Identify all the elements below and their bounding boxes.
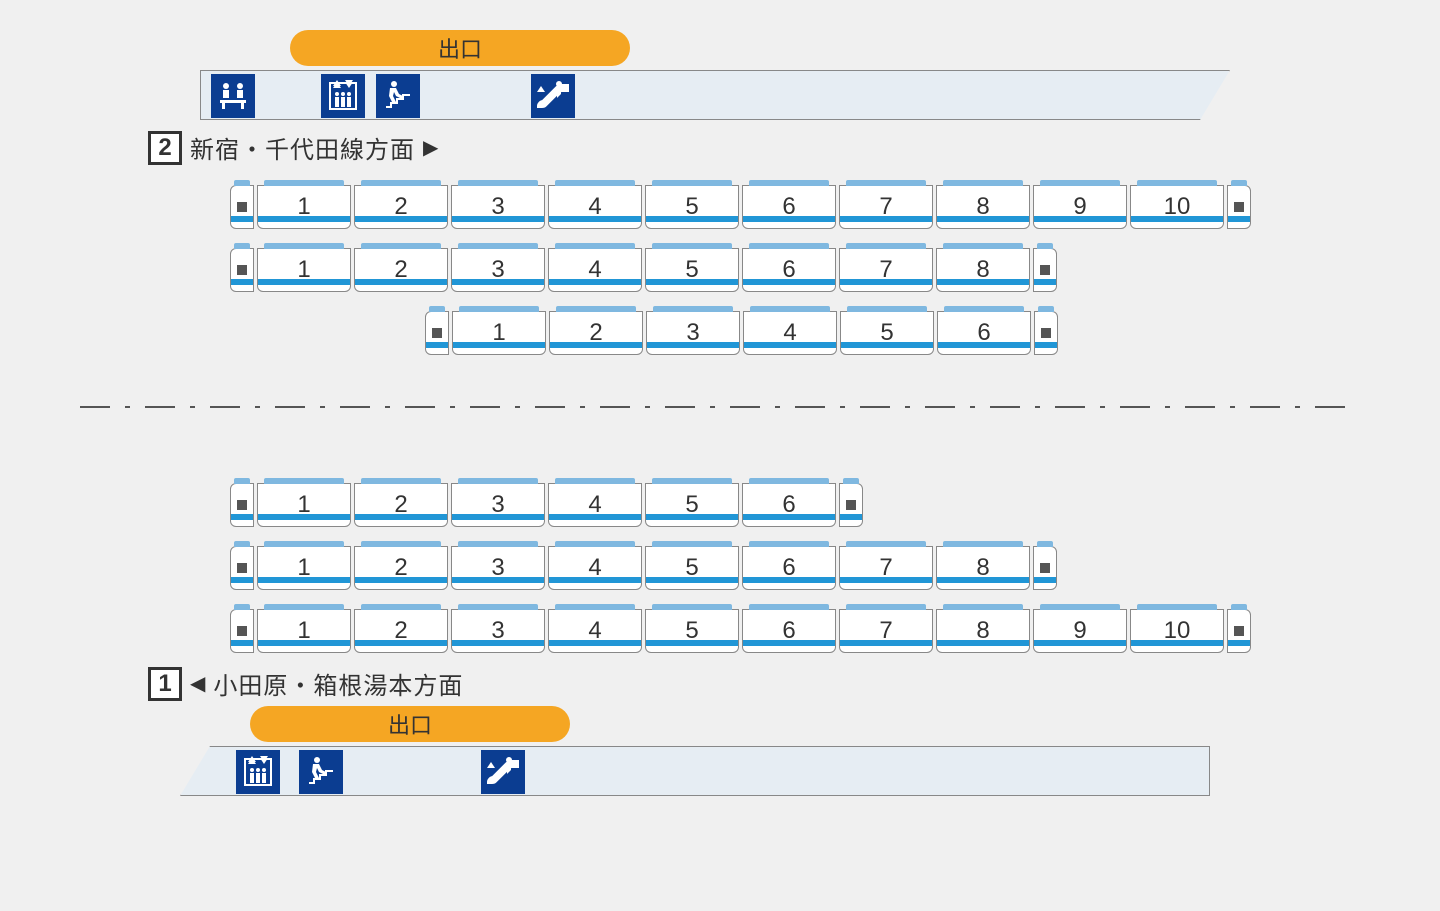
train-car: 7 [839, 185, 933, 229]
train-car: 1 [257, 483, 351, 527]
facility-bar-bottom [180, 746, 1210, 796]
train-car: 2 [354, 546, 448, 590]
exit-top-label: 出口 [438, 32, 482, 64]
train-car: 6 [742, 185, 836, 229]
train-cab-right [1034, 311, 1058, 355]
train-car: 6 [742, 248, 836, 292]
train-car: 5 [645, 546, 739, 590]
train-car: 5 [645, 483, 739, 527]
train-car: 2 [354, 483, 448, 527]
train-cab-left [230, 609, 254, 653]
platform-1-number: 1 [148, 667, 182, 701]
exit-bottom: 出口 [250, 706, 570, 742]
train-car: 10 [1130, 185, 1224, 229]
train-cab-left [230, 483, 254, 527]
train-car: 8 [936, 609, 1030, 653]
train-cab-right [1227, 609, 1251, 653]
train-car: 8 [936, 546, 1030, 590]
train-car: 4 [548, 248, 642, 292]
train-car: 5 [645, 609, 739, 653]
train-car: 6 [742, 546, 836, 590]
platform-1-destination: 小田原・箱根湯本方面 [213, 666, 463, 701]
platform-2-arrow-icon: ▶ [423, 135, 438, 160]
stairs-icon [299, 750, 343, 794]
train-car: 4 [548, 185, 642, 229]
train-car: 2 [354, 248, 448, 292]
train-car: 7 [839, 546, 933, 590]
train-car: 8 [936, 185, 1030, 229]
stairs-icon [376, 74, 420, 118]
train-cab-left [230, 546, 254, 590]
train-car: 8 [936, 248, 1030, 292]
platform-2-number: 2 [148, 131, 182, 165]
train-car: 3 [451, 248, 545, 292]
exit-bottom-label: 出口 [388, 708, 432, 740]
train-cab-right [1033, 546, 1057, 590]
train-car: 9 [1033, 609, 1127, 653]
train-car: 3 [451, 483, 545, 527]
exit-top: 出口 [290, 30, 630, 66]
train-top-1: 12345678 [230, 248, 1057, 292]
train-car: 6 [937, 311, 1031, 355]
train-car: 5 [840, 311, 934, 355]
train-car: 2 [549, 311, 643, 355]
track-divider [80, 406, 1360, 408]
train-car: 7 [839, 248, 933, 292]
train-car: 9 [1033, 185, 1127, 229]
train-car: 3 [451, 546, 545, 590]
train-cab-right [1033, 248, 1057, 292]
train-cab-right [839, 483, 863, 527]
train-car: 5 [645, 185, 739, 229]
train-car: 1 [452, 311, 546, 355]
train-car: 3 [646, 311, 740, 355]
train-top-2: 123456 [425, 311, 1058, 355]
train-cab-right [1227, 185, 1251, 229]
platform-1: 1 ◀ 小田原・箱根湯本方面 [148, 666, 463, 701]
train-car: 4 [548, 546, 642, 590]
train-car: 2 [354, 609, 448, 653]
train-cab-left [230, 248, 254, 292]
elevator-icon [321, 74, 365, 118]
train-car: 3 [451, 609, 545, 653]
train-bottom-0: 123456 [230, 483, 863, 527]
train-cab-left [230, 185, 254, 229]
platform-1-arrow-icon: ◀ [190, 671, 205, 696]
escalator-icon [531, 74, 575, 118]
train-car: 6 [742, 609, 836, 653]
bench-icon [211, 74, 255, 118]
train-car: 4 [548, 609, 642, 653]
train-car: 10 [1130, 609, 1224, 653]
train-car: 1 [257, 248, 351, 292]
train-car: 1 [257, 185, 351, 229]
train-cab-left [425, 311, 449, 355]
train-car: 7 [839, 609, 933, 653]
train-car: 1 [257, 609, 351, 653]
train-car: 3 [451, 185, 545, 229]
facility-bar-top [200, 70, 1230, 120]
train-car: 4 [743, 311, 837, 355]
train-car: 5 [645, 248, 739, 292]
train-car: 6 [742, 483, 836, 527]
platform-2-destination: 新宿・千代田線方面 [190, 130, 415, 165]
elevator-icon [236, 750, 280, 794]
train-top-0: 12345678910 [230, 185, 1251, 229]
platform-2: 2新宿・千代田線方面 ▶ [148, 130, 438, 165]
escalator-icon [481, 750, 525, 794]
train-bottom-2: 12345678910 [230, 609, 1251, 653]
train-car: 4 [548, 483, 642, 527]
train-car: 1 [257, 546, 351, 590]
train-bottom-1: 12345678 [230, 546, 1057, 590]
train-car: 2 [354, 185, 448, 229]
